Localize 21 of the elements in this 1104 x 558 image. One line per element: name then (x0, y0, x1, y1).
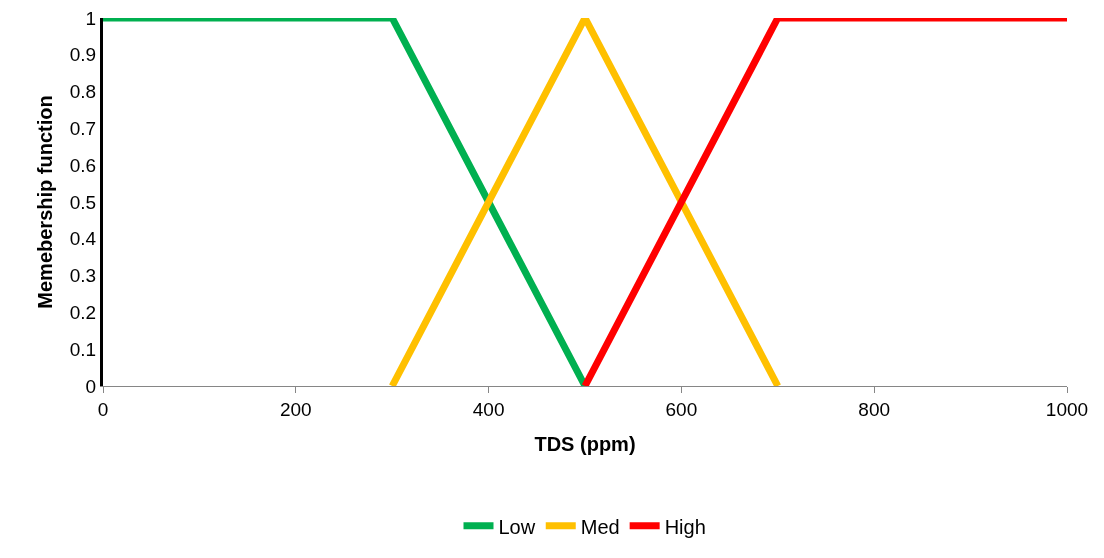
y-tick-label: 0.1 (69, 338, 97, 360)
x-tick-label: 400 (472, 398, 505, 420)
x-tick-label: 1000 (1045, 398, 1089, 420)
x-tick-label: 200 (279, 398, 312, 420)
x-axis-title: TDS (ppm) (534, 433, 636, 456)
y-tick-label: 0 (85, 375, 97, 397)
y-tick-label: 0.2 (69, 302, 97, 324)
y-tick-label: 0.7 (69, 118, 97, 140)
legend-label: Low (498, 515, 536, 538)
x-tick-label: 800 (858, 398, 891, 420)
y-tick-label: 0.5 (69, 191, 97, 213)
y-axis-title: Memebership function (34, 95, 57, 309)
legend-label: High (664, 515, 706, 538)
y-tick-label: 0.4 (69, 228, 97, 250)
y-tick-label: 0.8 (69, 81, 97, 103)
y-tick-label: 0.3 (69, 265, 97, 287)
x-tick-label: 600 (665, 398, 698, 420)
legend-label: Med (580, 515, 620, 538)
y-tick-label: 0.9 (69, 44, 97, 66)
y-tick-label: 0.6 (69, 154, 97, 176)
y-tick-label: 1 (85, 7, 97, 29)
